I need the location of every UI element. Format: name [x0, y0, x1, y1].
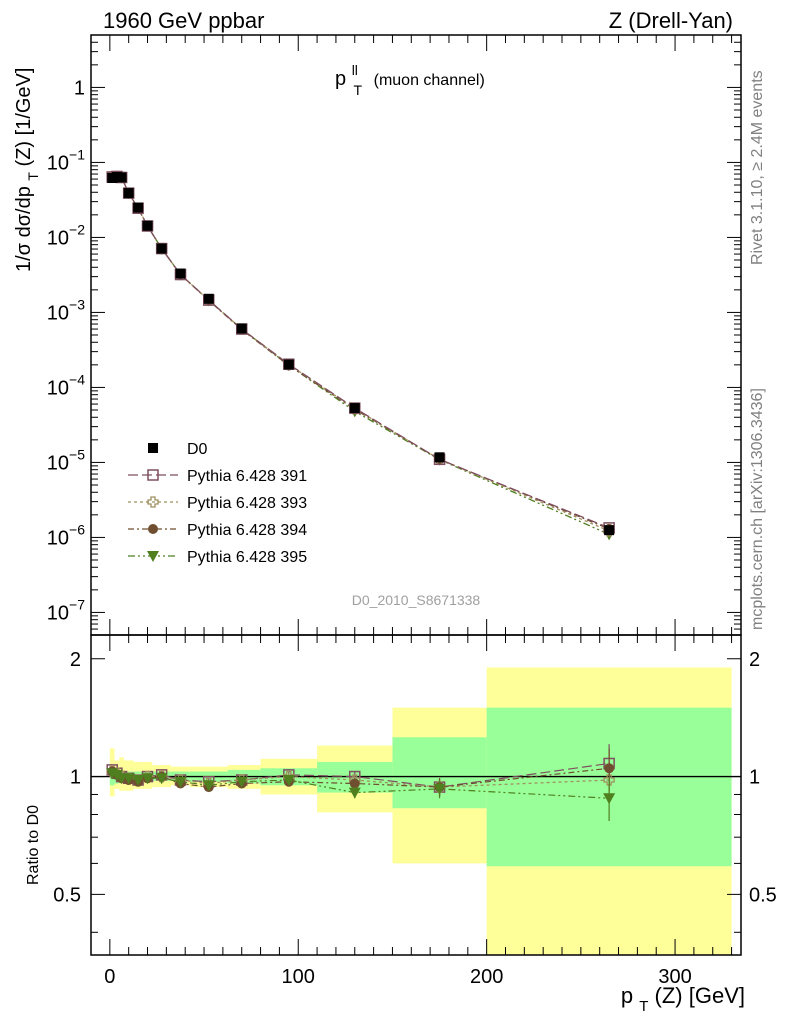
- x-tick-label: 100: [282, 966, 315, 988]
- data-point: [433, 783, 446, 795]
- ratio-xlabel-sub: T: [639, 998, 648, 1015]
- legend-item: Pythia 6.428 391: [128, 468, 307, 485]
- legend-label: Pythia 6.428 394: [187, 522, 307, 539]
- data-point: [116, 172, 127, 183]
- data-point: [142, 220, 153, 231]
- main-series-pythia-6-428-395: [106, 171, 616, 541]
- main-ylabel-a: 1/σ dσ/dp: [13, 186, 35, 272]
- x-tick-label: 300: [658, 966, 691, 988]
- data-point: [202, 780, 215, 792]
- main-series-pythia-6-428-394: [107, 171, 615, 534]
- data-point: [603, 774, 615, 786]
- data-point: [434, 452, 445, 463]
- mcplots-label: mcplots.cern.ch [arXiv:1306.3436]: [749, 388, 766, 630]
- legend-label: Pythia 6.428 391: [187, 468, 307, 485]
- ratio-frame: [90, 634, 742, 956]
- legend-item: D0: [148, 441, 208, 458]
- header-right: Z (Drell-Yan): [609, 8, 733, 33]
- data-point: [203, 293, 214, 304]
- series-line: [112, 175, 610, 535]
- observable-symbol: p: [335, 68, 346, 90]
- legend-item: Pythia 6.428 393: [128, 495, 307, 512]
- data-point: [236, 323, 247, 334]
- legend-marker: [148, 524, 158, 534]
- data-point: [132, 774, 145, 786]
- data-point: [155, 773, 168, 785]
- ratio-y-tick-label-right: 2: [749, 649, 760, 671]
- observable-sub: T: [353, 82, 362, 98]
- y-tick-label: 1: [74, 77, 85, 99]
- data-point: [348, 787, 361, 799]
- main-ylabel-sub: T: [25, 172, 41, 181]
- data-point: [604, 763, 615, 774]
- legend-label: Pythia 6.428 395: [187, 549, 307, 566]
- main-series-pythia-6-428-393: [106, 170, 615, 537]
- main-ylabel: 1/σ dσ/dp T (Z) [1/GeV]: [13, 68, 43, 272]
- data-point: [174, 776, 187, 788]
- ratio-bands: [109, 667, 732, 955]
- main-series-d0: [107, 171, 615, 536]
- data-point: [122, 773, 135, 785]
- ratio-series-layer: [91, 744, 741, 821]
- main-series-layer: [106, 170, 616, 541]
- y-tick-label: 10−7: [47, 596, 85, 624]
- y-tick-label: 10−4: [47, 371, 85, 399]
- data-point: [156, 243, 167, 254]
- series-line: [111, 762, 610, 788]
- main-series-pythia-6-428-391: [106, 170, 615, 534]
- legend-label: D0: [187, 441, 208, 458]
- header-left: 1960 GeV ppbar: [103, 8, 264, 33]
- ratio-series-pythia-6-428-395: [106, 768, 616, 821]
- ratio-y-tick-label: 1: [70, 767, 81, 789]
- legend-marker: [148, 443, 158, 453]
- observable-title: p ll T (muon channel): [335, 58, 485, 100]
- legend-marker: [147, 551, 159, 562]
- series-line: [111, 770, 610, 788]
- ratio-y-tick-label: 2: [70, 649, 81, 671]
- data-point: [235, 776, 248, 788]
- ratio-y-tick-label-right: 0.5: [749, 884, 777, 906]
- x-tick-label: 200: [470, 966, 503, 988]
- legend-marker: [147, 469, 159, 481]
- data-point: [141, 773, 154, 785]
- data-point: [133, 202, 144, 213]
- legend-item: Pythia 6.428 394: [128, 522, 307, 539]
- ratio-xlabel-b: (Z) [GeV]: [655, 983, 745, 1008]
- axes-layer: 10−7 10−6 10−5 10−4 10−3 10−2 10−1 1 0 100 200 300 0…: [47, 34, 777, 988]
- data-point: [603, 793, 616, 805]
- x-tick-label: 0: [104, 966, 115, 988]
- observable-sup: ll: [352, 62, 358, 78]
- y-tick-label: 10−1: [47, 146, 85, 174]
- data-point: [283, 359, 294, 370]
- series-line: [112, 175, 610, 529]
- y-tick-label: 10−3: [47, 296, 85, 324]
- data-point: [282, 774, 295, 786]
- data-point: [349, 778, 360, 789]
- ratio-xlabel: p T (Z) [GeV]: [621, 983, 745, 1016]
- legend: D0 Pythia 6.428 391 Pythia 6.428 393 Pythia…: [128, 441, 307, 566]
- analysis-id: D0_2010_S8671338: [352, 592, 481, 608]
- rivet-label: Rivet 3.1.10, ≥ 2.4M events: [749, 70, 766, 265]
- observable-note: (muon channel): [374, 72, 485, 89]
- legend-item: Pythia 6.428 395: [128, 549, 307, 566]
- main-frame: [90, 34, 742, 636]
- data-point: [175, 268, 186, 279]
- y-tick-label: 10−6: [47, 521, 85, 549]
- main-ylabel-b: (Z) [1/GeV]: [13, 68, 35, 167]
- ratio-xlabel-a: p: [621, 983, 633, 1008]
- data-point: [123, 188, 134, 199]
- legend-label: Pythia 6.428 393: [187, 495, 307, 512]
- ratio-ylabel: Ratio to D0: [25, 805, 42, 885]
- y-tick-label: 10−2: [47, 221, 85, 249]
- ratio-y-tick-label-right: 1: [749, 767, 760, 789]
- ratio-y-tick-label: 0.5: [53, 884, 81, 906]
- data-point: [604, 525, 615, 536]
- legend-marker: [147, 496, 159, 508]
- y-tick-label: 10−5: [47, 446, 85, 474]
- data-point: [349, 403, 360, 414]
